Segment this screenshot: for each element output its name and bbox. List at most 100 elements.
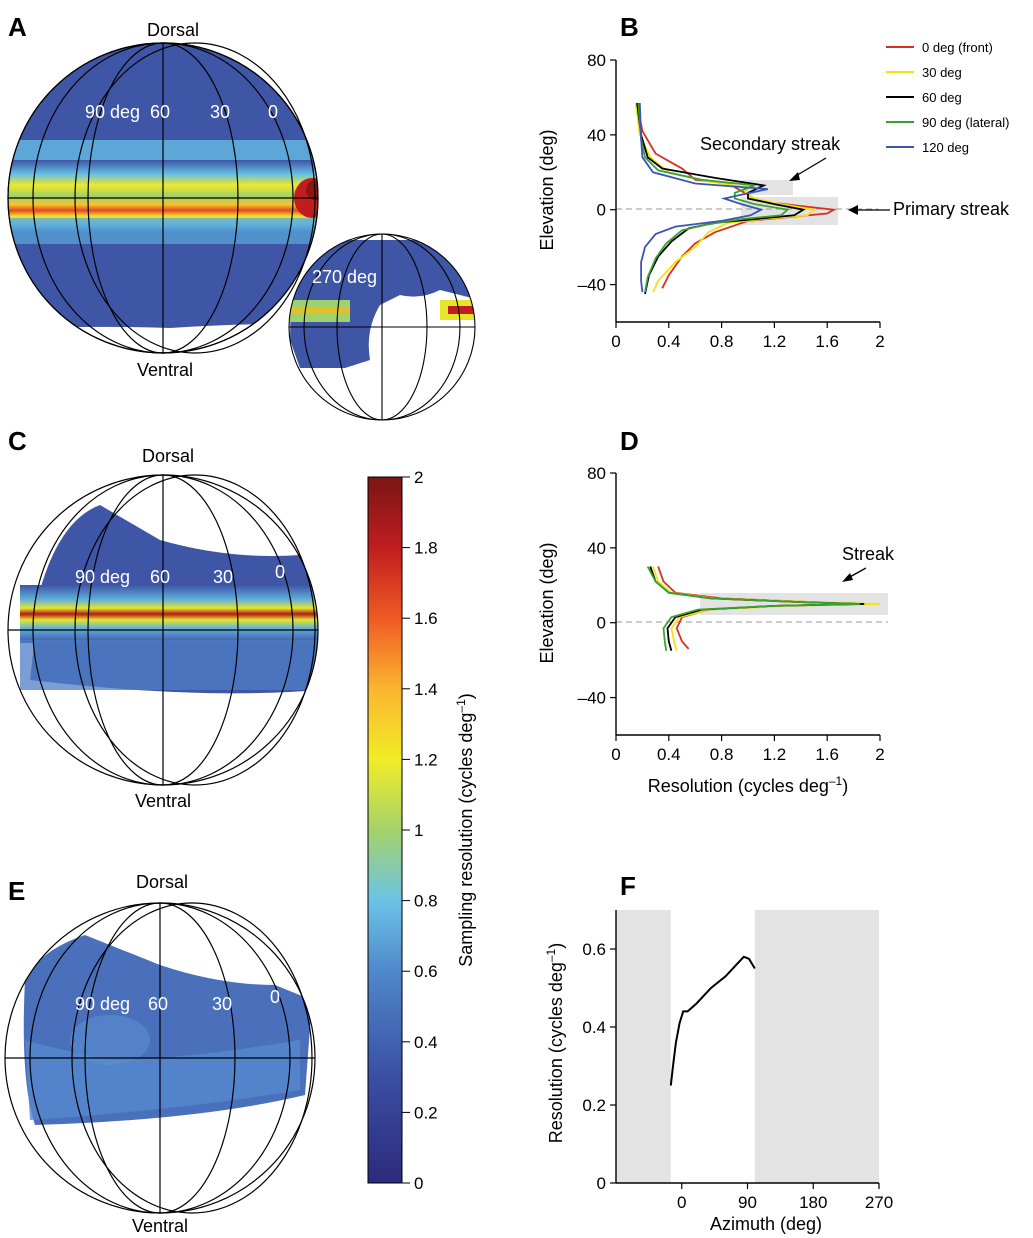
y-tick-label: 40	[587, 126, 606, 145]
x-tick-label: 2	[875, 332, 884, 351]
sphere-e-grid	[4, 902, 316, 1214]
colorbar-tick-label: 0	[414, 1174, 423, 1193]
az-label-c-30: 30	[213, 567, 233, 587]
y-tick-label: 40	[587, 539, 606, 558]
x-tick-label: 0.4	[657, 745, 681, 764]
series-line-d-3	[646, 566, 861, 651]
y-tick-label: 80	[587, 51, 606, 70]
panel-d: D 0 0.4 0.8 1.2 1.6 2 80 40 0 –40 Elevation (deg)…	[537, 426, 895, 796]
colorbar-tick-label: 0.2	[414, 1103, 438, 1122]
az-label-e-90: 90 deg	[75, 994, 130, 1014]
y-tick-label: 0	[597, 201, 606, 220]
annotation-primary-streak: Primary streak	[893, 199, 1010, 219]
x-tick-label: 0	[611, 332, 620, 351]
colorbar-tick-label: 0.4	[414, 1033, 438, 1052]
x-tick-label: 180	[799, 1193, 827, 1212]
colorbar-tick-label: 1.4	[414, 680, 438, 699]
arrowhead-streak	[842, 573, 853, 582]
xlabel-f: Azimuth (deg)	[710, 1214, 822, 1234]
series-line-b-2	[636, 102, 806, 295]
colorbar-tick-label: 0.8	[414, 892, 438, 911]
legend-label: 90 deg (lateral)	[922, 115, 1009, 130]
legend-b: 0 deg (front) 30 deg 60 deg 90 deg (lateral…	[886, 40, 1009, 155]
az-label-a-60: 60	[150, 102, 170, 122]
arrowhead-secondary-streak	[789, 172, 800, 181]
shaded-region	[754, 910, 879, 1183]
az-label-e-30: 30	[212, 994, 232, 1014]
ventral-label-e: Ventral	[132, 1216, 188, 1236]
panel-letter-d: D	[620, 426, 639, 456]
x-tick-label: 270	[865, 1193, 893, 1212]
az-label-c-90: 90 deg	[75, 567, 130, 587]
colorbar: 2 1.8 1.6 1.4 1.2 1 0.8 0.6 0.4 0.2 0 Sampling res…	[367, 468, 476, 1193]
x-tick-label: 0	[677, 1193, 686, 1212]
legend-label: 30 deg	[922, 65, 962, 80]
axis-ticks-f: 0 90 180 270 0 0.2 0.4 0.6	[582, 940, 893, 1212]
sphere-a-map	[8, 43, 318, 330]
annotation-streak: Streak	[842, 544, 895, 564]
x-tick-label: 1.6	[815, 332, 839, 351]
colorbar-label: Sampling resolution (cycles deg–1)	[454, 693, 476, 967]
az-label-a-0: 0	[268, 102, 278, 122]
legend-label: 60 deg	[922, 90, 962, 105]
y-tick-label: 0.4	[582, 1018, 606, 1037]
colorbar-tick-label: 1.6	[414, 609, 438, 628]
panel-e: E Dorsal 90 deg 60 30 0 Ventral	[4, 872, 316, 1236]
sphere-c-grid	[7, 474, 319, 786]
x-tick-label: 1.2	[763, 332, 787, 351]
az-label-a-90: 90 deg	[85, 102, 140, 122]
y-tick-label: 0	[597, 1174, 606, 1193]
axes-d	[615, 473, 880, 736]
az-label-a-30: 30	[210, 102, 230, 122]
ylabel-b: Elevation (deg)	[537, 129, 557, 250]
dorsal-label-a: Dorsal	[147, 20, 199, 40]
colorbar-tick-label: 1.2	[414, 750, 438, 769]
plot-f	[616, 910, 879, 1183]
az-label-c-60: 60	[150, 567, 170, 587]
y-tick-label: 0.2	[582, 1096, 606, 1115]
x-tick-label: 0.4	[657, 332, 681, 351]
panel-a: A Dorsal 90 deg 60 30 0 Ventral	[7, 12, 476, 421]
x-tick-label: 0.8	[710, 745, 734, 764]
axes-b	[615, 60, 880, 323]
x-tick-label: 2	[875, 745, 884, 764]
ylabel-f: Resolution (cycles deg–1)	[544, 943, 566, 1143]
panel-f: F 0 90 180 270 0 0.2 0.4 0.6 Resolution (cycles…	[544, 871, 893, 1234]
dorsal-label-c: Dorsal	[142, 446, 194, 466]
colorbar-tick-label: 1.8	[414, 539, 438, 558]
sphere-a-inset-grid	[288, 233, 476, 421]
panel-letter-c: C	[8, 426, 27, 456]
colorbar-tick-label: 1	[414, 821, 423, 840]
x-tick-label: 0	[611, 745, 620, 764]
y-tick-label: –40	[578, 276, 606, 295]
x-tick-label: 1.6	[815, 745, 839, 764]
streak-band-d	[700, 593, 888, 615]
shaded-region	[616, 910, 671, 1183]
sphere-e-map	[23, 935, 312, 1125]
series-line-b-3	[637, 102, 790, 293]
az-label-e-0: 0	[270, 987, 280, 1007]
y-tick-label: 0.6	[582, 940, 606, 959]
panel-b: B 0 0.4 0.8 1.2 1.6 2 80 40 0 –40 Elevation (deg)…	[537, 12, 1010, 351]
y-tick-label: 80	[587, 464, 606, 483]
colorbar-gradient	[367, 476, 403, 1184]
panel-c: C Dorsal 90 deg 60 30 0 Ventral	[7, 426, 319, 811]
arrow-secondary-streak	[793, 157, 827, 178]
x-tick-label: 90	[738, 1193, 757, 1212]
az-label-c-0: 0	[275, 562, 285, 582]
panel-letter-f: F	[620, 871, 636, 901]
inset-label-270: 270 deg	[312, 267, 377, 287]
ylabel-d: Elevation (deg)	[537, 542, 557, 663]
series-line-b-4	[638, 102, 768, 293]
sphere-a-grid	[7, 42, 319, 354]
colorbar-tick-label: 0.6	[414, 962, 438, 981]
axis-ticks-b: 0 0.4 0.8 1.2 1.6 2 80 40 0 –40	[578, 51, 885, 351]
colorbar-tick-label: 2	[414, 468, 423, 487]
arrowhead-primary-streak	[848, 205, 858, 215]
legend-label: 120 deg	[922, 140, 969, 155]
colorbar-ticks: 2 1.8 1.6 1.4 1.2 1 0.8 0.6 0.4 0.2 0	[402, 468, 438, 1193]
x-tick-label: 1.2	[763, 745, 787, 764]
ventral-label-c: Ventral	[135, 791, 191, 811]
ventral-label-a: Ventral	[137, 360, 193, 380]
